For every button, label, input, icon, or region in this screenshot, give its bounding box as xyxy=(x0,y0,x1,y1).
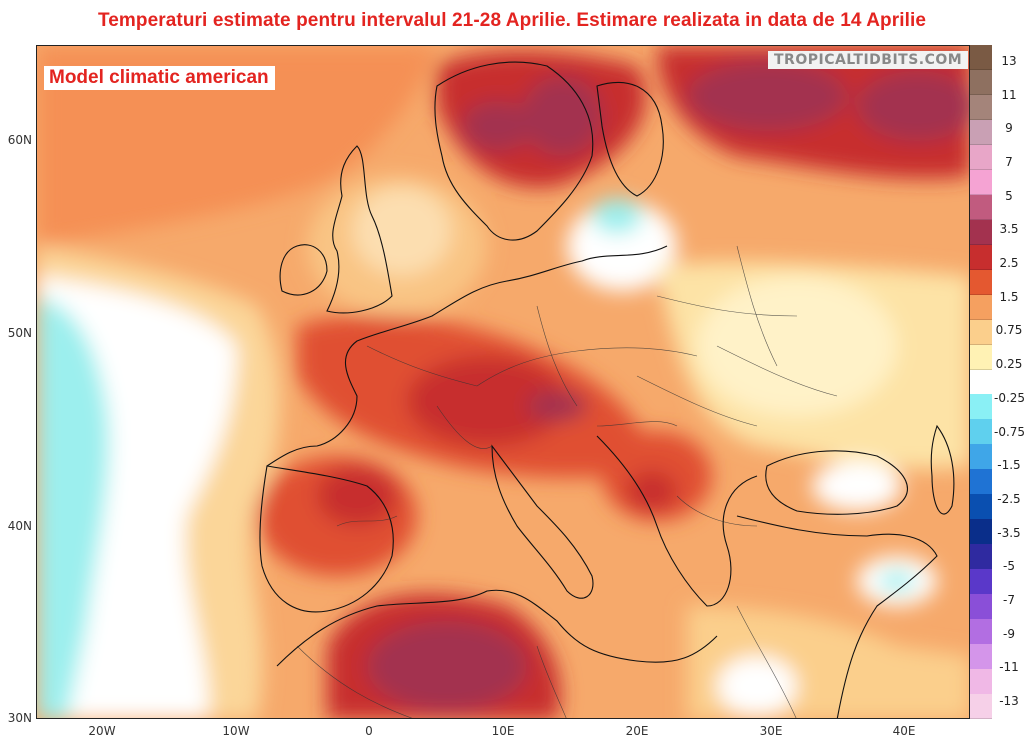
colorbar-label: -3.5 xyxy=(997,525,1021,540)
country-borders xyxy=(296,245,838,718)
colorbar-swatch xyxy=(970,269,992,296)
map-canvas xyxy=(37,46,969,718)
colorbar-swatch xyxy=(970,45,992,71)
colorbar-label: -9 xyxy=(1003,626,1015,641)
source-credit[interactable]: TROPICALTIDBITS.COM xyxy=(768,51,969,69)
colorbar-label: -0.75 xyxy=(994,424,1024,439)
colorbar-label: 7 xyxy=(1005,154,1013,169)
colorbar-swatch xyxy=(970,569,992,595)
lon-label-10e: 10E xyxy=(491,724,515,738)
colorbar-label: -13 xyxy=(999,694,1019,709)
colorbar-swatch xyxy=(970,144,992,171)
colorbar-label: -11 xyxy=(999,660,1019,675)
colorbar-label: 5 xyxy=(1005,188,1013,203)
colorbar-label: 11 xyxy=(1001,87,1017,102)
colorbar-label: 0.75 xyxy=(995,323,1023,338)
lon-label-30e: 30E xyxy=(759,724,783,738)
coastlines xyxy=(259,61,955,718)
lat-label-50n: 50N xyxy=(7,326,32,340)
colorbar-swatch xyxy=(970,194,992,221)
chart-title: Temperaturi estimate pentru intervalul 2… xyxy=(97,10,927,31)
lat-label-60n: 60N xyxy=(7,133,32,147)
colorbar-legend: 13 11 9 7 5 3.5 2.5 1.5 0.75 0.25 -0.25 -0.75 -1.5 -2… xyxy=(970,45,1024,720)
colorbar-label: 1.5 xyxy=(999,289,1019,304)
colorbar-swatch xyxy=(970,619,992,645)
colorbar-swatch xyxy=(970,394,992,420)
colorbar-label: -7 xyxy=(1003,593,1015,608)
colorbar-swatch xyxy=(970,594,992,620)
lon-label-0: 0 xyxy=(365,724,373,738)
lat-label-30n: 30N xyxy=(7,711,32,725)
colorbar-label: 13 xyxy=(1001,53,1017,68)
colorbar-swatch xyxy=(970,244,992,271)
colorbar-swatch xyxy=(970,119,992,146)
colorbar-swatch xyxy=(970,69,992,96)
colorbar-label: 2.5 xyxy=(999,256,1019,271)
colorbar-label: -0.25 xyxy=(994,390,1024,405)
anomaly-map[interactable] xyxy=(36,45,970,719)
lon-label-10w: 10W xyxy=(222,724,250,738)
lat-label-40n: 40N xyxy=(7,519,32,533)
colorbar-swatch xyxy=(970,494,992,520)
colorbar-swatch xyxy=(970,644,992,670)
colorbar-label: 0.25 xyxy=(995,357,1023,372)
colorbar-label: -1.5 xyxy=(997,458,1021,473)
colorbar-swatch xyxy=(970,694,992,720)
colorbar-label: 3.5 xyxy=(999,222,1019,237)
colorbar-swatch xyxy=(970,544,992,570)
colorbar-swatch xyxy=(970,519,992,545)
lon-label-40e: 40E xyxy=(892,724,916,738)
colorbar-swatch xyxy=(970,419,992,445)
colorbar-label: 9 xyxy=(1005,121,1013,136)
colorbar-swatch xyxy=(970,469,992,495)
colorbar-swatch xyxy=(970,169,992,196)
lon-label-20w: 20W xyxy=(88,724,116,738)
colorbar-swatch xyxy=(970,344,992,370)
colorbar-swatch xyxy=(970,369,992,395)
colorbar-swatch xyxy=(970,444,992,470)
colorbar-label: -2.5 xyxy=(997,491,1021,506)
colorbar-swatch xyxy=(970,294,992,321)
colorbar-swatch xyxy=(970,94,992,121)
model-label: Model climatic american xyxy=(44,66,275,90)
anomaly-field xyxy=(37,46,969,718)
colorbar-swatch xyxy=(970,669,992,695)
lon-label-20e: 20E xyxy=(625,724,649,738)
colorbar-swatch xyxy=(970,219,992,246)
colorbar-swatch xyxy=(970,319,992,346)
colorbar-label: -5 xyxy=(1003,559,1015,574)
